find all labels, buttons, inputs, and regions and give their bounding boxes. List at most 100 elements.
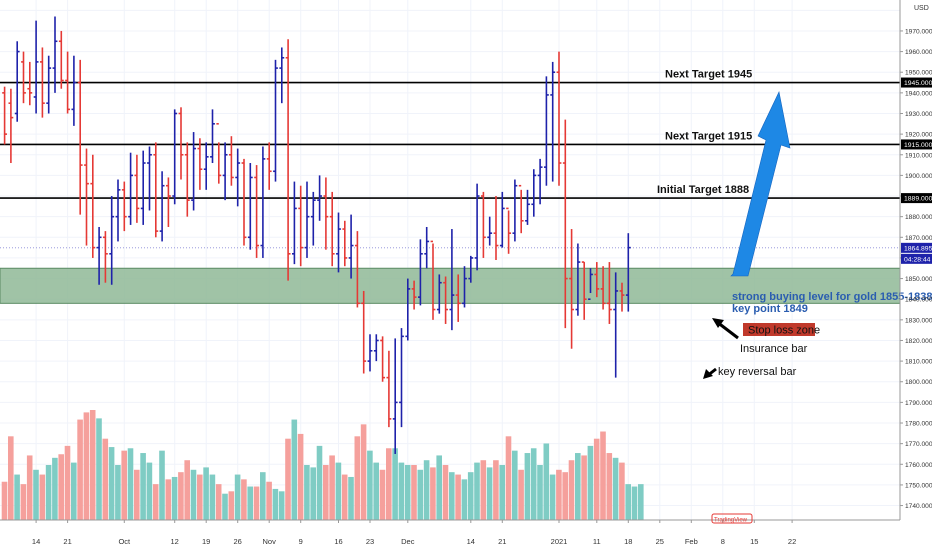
grid	[0, 0, 900, 520]
volume-bar	[209, 474, 216, 520]
volume-bar	[455, 474, 461, 520]
ohlc-bar	[260, 146, 266, 258]
volume-bar	[272, 488, 279, 520]
insurance-arrow	[712, 318, 739, 340]
target-label: Next Target 1915	[665, 130, 752, 142]
ohlc-bar	[594, 262, 600, 298]
y-tick-label: 1970.000	[905, 28, 932, 35]
y-tick-label: 1790.000	[905, 400, 932, 407]
ohlc-bar	[241, 158, 247, 246]
time-axis[interactable]: 14 21 Oct 12 19 26 Nov 9 16 23 Dec 14 21 2021 11 18 25 Fe…	[0, 519, 900, 546]
volume-bar	[102, 438, 109, 520]
ohlc-bar	[625, 233, 631, 312]
buying-zone	[0, 267, 901, 304]
ohlc-bar	[184, 142, 190, 217]
ohlc-bar	[329, 191, 335, 267]
y-tick-label: 1950.000	[905, 70, 932, 77]
volume-bar	[335, 462, 342, 520]
ohlc-bar	[77, 59, 83, 215]
volume-bar	[1, 481, 8, 520]
y-tick-label: 1780.000	[905, 421, 932, 428]
ohlc-bar	[210, 109, 215, 164]
ohlc-bar	[273, 59, 278, 182]
price-axis[interactable]: 1740.000 1750.000 1760.000 1770.000 1780.000…	[900, 28, 932, 510]
ohlc-bar	[147, 146, 152, 211]
y-tick-label: 1810.000	[905, 359, 932, 366]
volume-bar	[260, 472, 266, 520]
ohlc-bar	[222, 142, 228, 201]
volume-bar	[442, 465, 449, 520]
volume-bar	[631, 486, 638, 520]
volume-bar	[568, 460, 575, 520]
ohlc-bar	[298, 185, 304, 267]
ohlc-bar	[512, 179, 518, 242]
ohlc-bar	[153, 142, 159, 238]
x-tick-label: 12	[171, 537, 179, 546]
volume-bar	[467, 472, 474, 520]
volume-bar	[140, 453, 146, 520]
price-tags: 1945.000 1915.000 1889.000 1864.895 04:28:44	[901, 77, 932, 264]
y-tick-label: 1920.000	[905, 132, 932, 139]
ohlc-bar	[481, 191, 486, 258]
x-tick-label: 21	[63, 537, 71, 546]
volume-bar	[316, 445, 323, 520]
ohlc-bar	[575, 243, 581, 316]
volume-bar	[127, 448, 134, 520]
ohlc-bar	[550, 61, 556, 182]
ohlc-bar	[52, 16, 58, 93]
volume-bar	[543, 443, 550, 520]
volume-bar	[241, 479, 247, 520]
ohlc-bar	[367, 334, 373, 372]
ohlc-bar	[493, 196, 499, 260]
volume-bar	[222, 493, 228, 520]
volume-bar	[581, 455, 587, 520]
stop-loss-label: Stop loss zone	[748, 325, 820, 337]
volume-bar	[600, 431, 606, 520]
ohlc-bar	[418, 239, 423, 306]
y-tick-label: 1910.000	[905, 152, 932, 159]
ohlc-bar	[537, 158, 543, 205]
ohlc-bar	[600, 266, 606, 310]
y-tick-label: 1940.000	[905, 90, 932, 97]
y-tick-label: 1750.000	[905, 482, 932, 489]
ohlc-bar	[588, 268, 593, 301]
ohlc-bar	[247, 163, 253, 250]
volume-bar	[266, 481, 272, 520]
volume-bar	[354, 436, 361, 520]
volume-bar	[417, 469, 424, 520]
ohlc-bar	[197, 138, 203, 190]
volume-bar	[499, 465, 505, 520]
volume-bar	[285, 438, 291, 520]
x-tick-label: 14	[32, 537, 40, 546]
volume-bar	[329, 455, 335, 520]
volume-bar	[165, 479, 172, 520]
volume-bar	[493, 460, 499, 520]
volume-bar	[234, 474, 241, 520]
ohlc-bar	[96, 226, 102, 285]
ohlc-bar	[405, 278, 411, 341]
volume-bar	[228, 491, 235, 520]
x-tick-label: 22	[788, 537, 796, 546]
volume-bar	[386, 448, 392, 520]
ohlc-bar	[336, 212, 341, 273]
ohlc-bar	[58, 30, 64, 89]
ohlc-bar	[235, 148, 241, 207]
volume-bar	[411, 465, 417, 520]
zone-annotation-line1: strong buying level for gold 1855-1838.	[732, 291, 932, 303]
x-tick-label: Oct	[118, 537, 131, 546]
ohlc-bar	[40, 47, 45, 118]
x-tick-label: 23	[366, 537, 374, 546]
ohlc-bar	[166, 177, 171, 227]
volume-bar	[83, 412, 90, 520]
y-tick-label: 1840.000	[905, 297, 932, 304]
volume-bar	[45, 465, 52, 520]
stop-loss-box	[743, 323, 815, 336]
level-price-tag	[901, 193, 932, 204]
watermark-text: TradingView	[714, 518, 748, 524]
volume-bar	[278, 491, 285, 520]
ohlc-bar	[254, 165, 259, 258]
ohlc-bar	[317, 175, 322, 221]
x-tick-label: 19	[202, 537, 210, 546]
ohlc-bar	[304, 181, 310, 258]
